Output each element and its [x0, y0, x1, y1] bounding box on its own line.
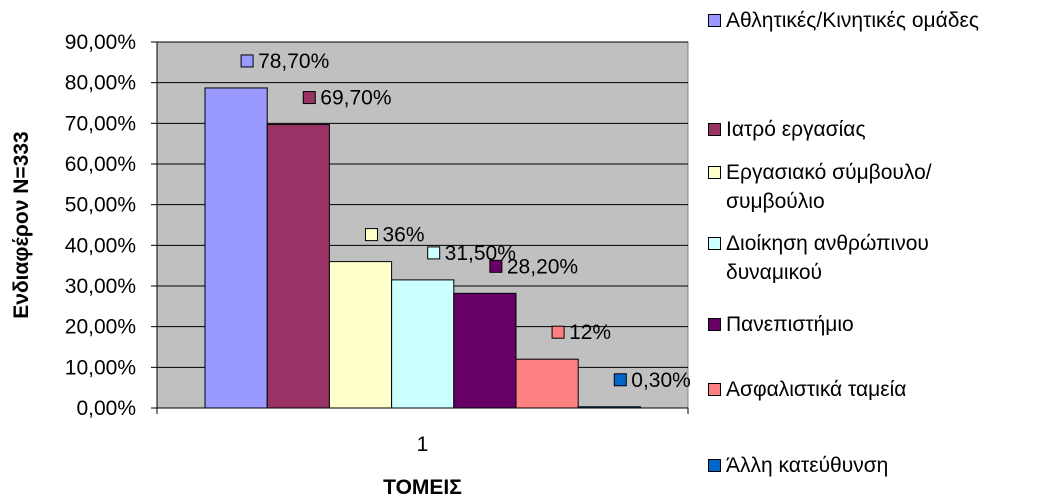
bar [453, 292, 517, 409]
legend-label: Άλλη κατεύθυνση [726, 454, 889, 477]
data-label: 0,30% [631, 369, 691, 392]
legend-label: Αθλητικές/Κινητικές ομάδες [726, 9, 979, 32]
y-tick-label: 0,00% [76, 397, 136, 420]
legend-label: Διοίκηση ανθρώπινου δυναμικού [726, 232, 929, 284]
data-label-marker [302, 91, 316, 105]
y-tick-label: 60,00% [65, 153, 136, 176]
legend-swatch [708, 123, 721, 136]
legend-label: Ιατρό εργασίας [726, 118, 866, 141]
bar [515, 358, 579, 409]
legend-label: Ασφαλιστικά ταμεία [726, 378, 907, 401]
legend-item: Ασφαλιστικά ταμεία [708, 375, 906, 404]
legend-label: Πανεπιστήμιο [726, 313, 854, 336]
y-axis-title: Ενδιαφέρον N=333 [10, 131, 33, 318]
data-label-marker [489, 259, 503, 273]
legend: Αθλητικές/Κινητικές ομάδες Ιατρό εργασίας… [708, 0, 1048, 500]
data-label-marker [427, 246, 441, 260]
y-tick-label: 50,00% [65, 194, 136, 217]
bar [204, 87, 268, 409]
y-tick-label: 80,00% [65, 72, 136, 95]
data-label-marker [613, 373, 627, 387]
y-tick-label: 40,00% [65, 234, 136, 257]
chart: 0,00% 10,00% 20,00% 30,00% 40,00% 50,00% 60,00… [10, 31, 691, 499]
data-label: 36% [382, 224, 424, 247]
legend-swatch [708, 14, 721, 27]
legend-swatch [708, 166, 721, 179]
data-label: 31,50% [445, 242, 516, 265]
y-tick-label: 70,00% [65, 112, 136, 135]
legend-swatch [708, 237, 721, 250]
legend-item: Ιατρό εργασίας [708, 115, 866, 144]
data-label: 69,70% [320, 87, 391, 110]
data-label-marker [240, 54, 254, 68]
data-label-marker [364, 228, 378, 242]
data-label: 78,70% [258, 50, 329, 73]
legend-item: Διοίκηση ανθρώπινου δυναμικού [708, 229, 998, 287]
legend-item: Πανεπιστήμιο [708, 310, 854, 339]
data-label-marker [551, 325, 565, 339]
bar [577, 406, 641, 409]
y-tick-label: 30,00% [65, 275, 136, 298]
bar [391, 279, 455, 409]
legend-item: Αθλητικές/Κινητικές ομάδες [708, 6, 979, 35]
legend-item: Άλλη κατεύθυνση [708, 451, 888, 480]
legend-swatch [708, 318, 721, 331]
y-tick-label: 20,00% [65, 316, 136, 339]
data-label: 28,20% [507, 255, 578, 278]
legend-swatch [708, 383, 721, 396]
bar [266, 124, 330, 409]
legend-swatch [708, 459, 721, 472]
x-axis-title: ΤΟΜΕΙΣ [383, 476, 462, 499]
x-tick-label: 1 [417, 433, 429, 456]
y-tick-label: 90,00% [65, 31, 136, 54]
legend-item: Εργασιακό σύμβουλο/συμβούλιο [708, 158, 1028, 216]
legend-label: Εργασιακό σύμβουλο/συμβούλιο [726, 161, 932, 213]
y-tick-label: 10,00% [65, 356, 136, 379]
bar [328, 261, 393, 409]
data-label: 12% [569, 321, 611, 344]
